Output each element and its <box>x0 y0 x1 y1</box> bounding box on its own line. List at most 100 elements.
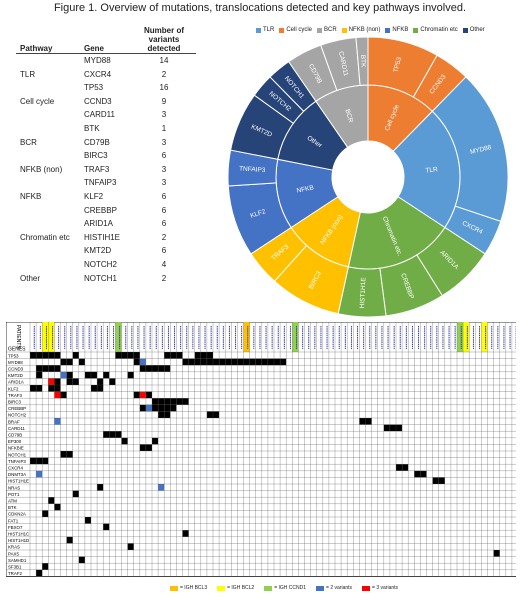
mutation-cell <box>54 365 61 372</box>
patient-highlight <box>115 322 122 352</box>
cell-gene: MYD88 <box>84 56 111 65</box>
mutation-cell <box>359 418 366 425</box>
gene-label: MYD88 <box>469 144 492 156</box>
cell-count: 3 <box>161 110 167 120</box>
gene-row-label: NOTCH2 <box>8 413 27 418</box>
cell-gene: BTK <box>84 123 100 133</box>
gene-row-label: BIRC3 <box>8 400 21 405</box>
cell-pathway <box>16 81 80 95</box>
cell-count: 16 <box>159 83 169 93</box>
multi-variant-cell <box>36 470 43 478</box>
mutation-cell <box>42 510 49 517</box>
patients-header: PATIENTS <box>15 325 21 349</box>
mutation-cell <box>103 523 110 531</box>
gene-row-label: KMT2D <box>8 373 23 378</box>
mutation-cell <box>121 352 128 359</box>
legend-label: Chromatin etc <box>420 27 458 33</box>
heatmap-legend: = IGH BCL3 = IGH BCL2 = IGH CCND1 = 2 varia… <box>170 585 398 591</box>
table-row: CARD11 3 <box>16 108 196 122</box>
legend-label: NFKB (non) <box>348 27 381 33</box>
cell-gene: TNFAIP3 <box>84 178 117 188</box>
cell-count: 3 <box>161 178 167 188</box>
mutation-cell <box>36 352 43 359</box>
mutation-cell <box>170 352 177 359</box>
mutation-cell <box>182 530 189 537</box>
mutation-cell <box>261 358 268 366</box>
mutation-cell <box>164 411 171 418</box>
multi-variant-cell <box>158 484 165 491</box>
gene-row-label: CXCR4 <box>8 466 23 471</box>
pathway-label: TLR <box>425 166 438 174</box>
gene-label: TP53 <box>392 56 403 73</box>
mutation-cell <box>396 424 403 432</box>
legend-swatch <box>413 27 419 33</box>
mutation-cell <box>36 385 43 392</box>
cell-gene: KLF2 <box>84 191 104 201</box>
table-row: TNFAIP3 3 <box>16 176 196 190</box>
multi-variant-cell <box>139 391 146 399</box>
gene-row-label: HIST1H1C <box>8 532 29 537</box>
heatmap-legend-entry: = 2 variants <box>316 585 352 591</box>
legend-label: Other <box>469 27 485 33</box>
mutation-cell <box>72 352 79 359</box>
mutation-cell <box>200 358 207 366</box>
mutation-cell <box>36 371 43 379</box>
cell-gene: KMT2D <box>84 246 112 256</box>
gene-segment <box>355 36 369 86</box>
mutation-cell <box>206 411 213 418</box>
table-row: BCR CD79B 3 <box>16 136 196 150</box>
cell-count: 6 <box>161 191 167 201</box>
cell-gene: CXCR4 <box>84 69 112 79</box>
heatmap-legend-entry: = IGH BCL2 <box>217 585 254 591</box>
mutation-cell <box>133 358 140 366</box>
heatmap-legend-entry: = IGH CCND1 <box>264 585 306 591</box>
mutation-cell <box>383 424 390 432</box>
mutation-cell <box>115 431 122 438</box>
legend-entry: TLR <box>256 27 274 33</box>
gene-row-label: NRAS <box>8 485 20 490</box>
gene-row-label: SF3B1 <box>8 565 22 570</box>
gene-row-label: MYD88 <box>8 360 23 365</box>
table-row: NFKB (non) TRAF3 3 <box>16 163 196 177</box>
heatmap-legend-swatch <box>316 585 325 591</box>
mutation-cell <box>402 464 409 471</box>
cell-count: 4 <box>161 259 167 269</box>
cell-pathway <box>16 149 80 163</box>
mutation-cell <box>158 411 165 418</box>
cell-gene: CREBBP <box>84 205 117 215</box>
cell-count: 2 <box>161 273 167 283</box>
table-row: NOTCH2 4 <box>16 258 196 272</box>
mutation-cell <box>66 371 73 379</box>
mutation-cell <box>158 365 165 372</box>
mutation-cell <box>206 358 213 366</box>
mutation-cell <box>97 378 104 385</box>
gene-label: BTK <box>359 55 367 69</box>
mutation-cell <box>48 352 55 359</box>
table-row: BIRC3 6 <box>16 149 196 163</box>
gene-row-label: NOTCH1 <box>8 452 27 457</box>
cell-gene: CARD11 <box>84 110 115 120</box>
mutation-cell <box>274 358 281 366</box>
cell-gene: TP53 <box>84 83 104 93</box>
heatmap-legend-swatch <box>264 585 273 591</box>
mutation-cell <box>145 365 152 372</box>
patient-highlight <box>292 322 299 352</box>
mutation-cell <box>200 352 207 359</box>
legend-label: Cell cycle <box>286 27 313 33</box>
mutation-cell <box>103 371 110 379</box>
mutation-cell <box>194 352 201 359</box>
mutation-cell <box>152 365 159 372</box>
cell-count: 14 <box>159 56 169 65</box>
mutation-cell <box>432 477 439 484</box>
cell-gene: CCND3 <box>84 96 112 106</box>
mutation-cell <box>225 358 232 366</box>
table-row: NFKB KLF2 6 <box>16 190 196 204</box>
cell-pathway: NFKB (non) <box>20 164 63 174</box>
patient-highlight <box>48 322 55 352</box>
mutation-cell <box>54 378 61 385</box>
cell-pathway <box>16 204 80 218</box>
legend-label: NFKB <box>392 27 409 33</box>
mutation-cell <box>30 352 37 359</box>
mutation-cell <box>396 464 403 471</box>
cell-gene: HISTIH1E <box>84 232 121 242</box>
